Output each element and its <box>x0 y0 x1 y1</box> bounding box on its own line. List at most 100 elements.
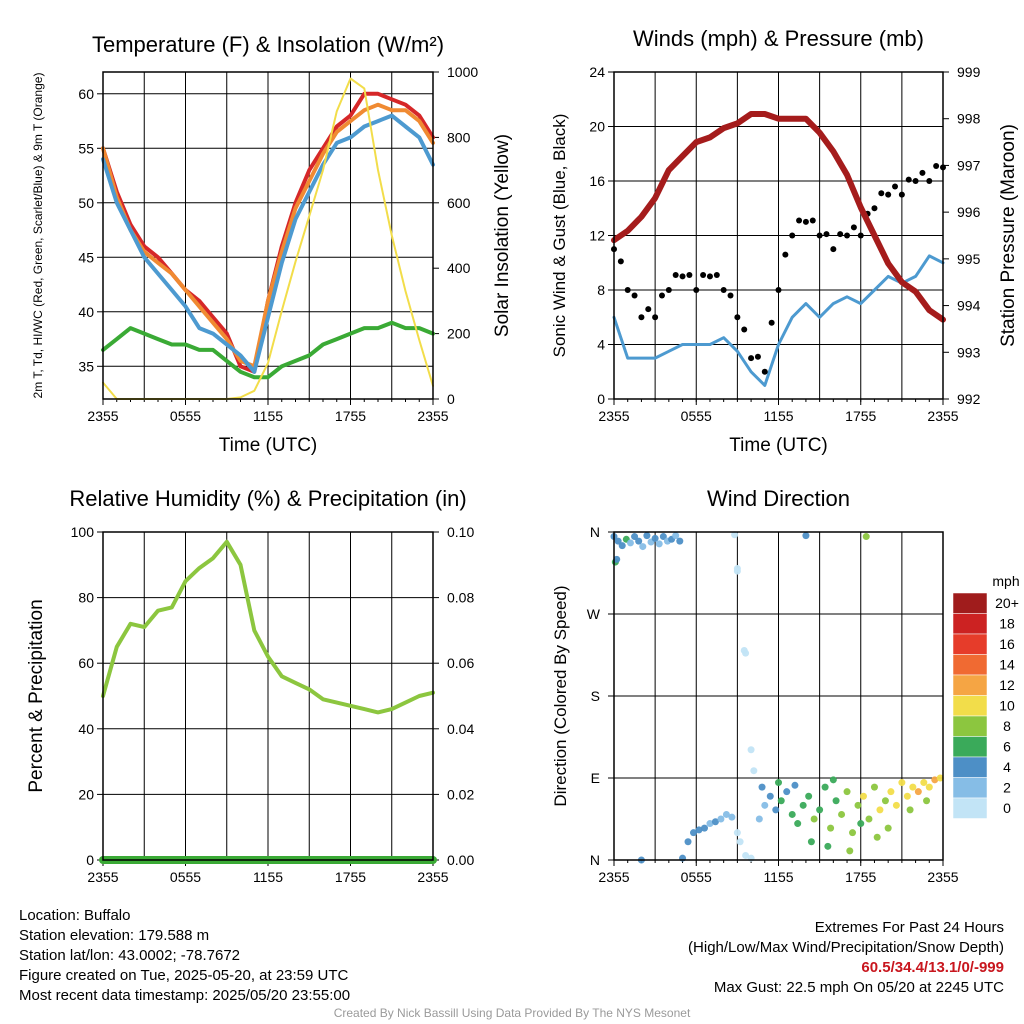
gust-point <box>837 231 844 238</box>
y-tick-label: N <box>590 852 600 868</box>
gust-point <box>665 287 672 293</box>
panel-4: 2355 0555 1155 1755 2355 Wind Direction N E S W N D… <box>551 486 1020 885</box>
y-tick-label: 24 <box>589 64 605 80</box>
x-tick-label: 1755 <box>845 869 876 885</box>
x-tick-label: 0555 <box>681 408 712 424</box>
legend-swatch <box>952 695 988 717</box>
gust-point <box>823 231 830 238</box>
y-tick-label: E <box>591 770 600 786</box>
direction-point <box>931 776 939 784</box>
x-tick-label: 1755 <box>845 408 876 424</box>
gust-point <box>885 191 892 198</box>
gust-point <box>706 273 713 280</box>
legend-label: 16 <box>999 636 1015 652</box>
direction-point <box>846 847 854 855</box>
legend-swatch <box>952 756 988 778</box>
gust-point <box>741 326 748 333</box>
direction-point <box>672 532 680 540</box>
gust-point <box>789 232 796 239</box>
y-tick-label: 60 <box>78 655 94 671</box>
gust-point <box>809 217 816 224</box>
legend-swatch <box>952 654 988 676</box>
gust-point <box>796 217 803 224</box>
y-tick-label: 40 <box>78 304 94 320</box>
direction-point <box>736 838 744 846</box>
chart-title: Relative Humidity (%) & Precipitation (i… <box>69 486 466 511</box>
y2-tick-label: 0.04 <box>447 721 474 737</box>
direction-point <box>742 649 750 657</box>
y2-tick-label: 998 <box>957 111 981 127</box>
x-tick-label: 1155 <box>253 869 283 885</box>
direction-point <box>810 815 818 823</box>
x-tick-label: 2355 <box>927 869 958 885</box>
x-tick-label: 0555 <box>170 408 201 424</box>
gust-point <box>638 314 645 321</box>
y2-tick-label: 999 <box>957 64 981 80</box>
gust-point <box>700 272 707 279</box>
x-tick-label: 2355 <box>927 408 958 424</box>
direction-point <box>758 783 766 791</box>
direction-point <box>643 532 651 540</box>
gust-point <box>905 176 912 183</box>
direction-point <box>920 779 928 787</box>
gust-point <box>761 368 768 375</box>
extremes-subheading: (High/Low/Max Wind/Precipitation/Snow De… <box>688 939 1004 956</box>
y2-tick-label: 200 <box>447 326 471 342</box>
y-tick-label: 100 <box>71 524 95 540</box>
legend-swatch <box>952 592 988 614</box>
legend-label: 10 <box>999 698 1015 714</box>
legend-label: 6 <box>1003 739 1011 755</box>
extremes-info: Extremes For Past 24 Hours (High/Low/Max… <box>688 918 1004 998</box>
direction-point <box>695 826 703 834</box>
gust-point <box>912 178 919 184</box>
panel-1: 2355 0555 1155 1755 2355 Time (UTC) Temperatur… <box>31 32 513 456</box>
gust-point <box>686 272 693 279</box>
direction-point <box>909 783 917 791</box>
y-tick-label: 45 <box>78 249 94 265</box>
y2-axis-label: Solar Insolation (Yellow) <box>492 134 513 337</box>
direction-point <box>742 851 750 859</box>
legend-swatch <box>952 613 988 635</box>
direction-point <box>676 537 684 545</box>
legend-label: 14 <box>999 657 1015 673</box>
chart-title: Temperature (F) & Insolation (W/m²) <box>92 32 444 57</box>
direction-point <box>838 810 846 818</box>
legend-label: 18 <box>999 616 1015 632</box>
gust-point <box>871 205 878 212</box>
x-tick-label: 2355 <box>598 869 629 885</box>
x-tick-label: 1155 <box>763 869 793 885</box>
legend-label: 12 <box>999 677 1015 693</box>
series-line-td <box>101 320 435 380</box>
gust-point <box>679 273 686 280</box>
series-line-hiwc <box>101 113 435 374</box>
direction-point <box>717 815 725 823</box>
legend-swatch <box>952 736 988 758</box>
x-tick-label: 0555 <box>170 869 201 885</box>
direction-point <box>614 537 622 545</box>
chart-title: Winds (mph) & Pressure (mb) <box>633 26 924 51</box>
direction-point <box>873 833 881 841</box>
direction-point <box>772 806 780 814</box>
y2-tick-label: 0.10 <box>447 524 474 540</box>
y-tick-label: 12 <box>589 228 605 244</box>
y-axis-label: Direction (Colored By Speed) <box>551 585 570 806</box>
direction-point <box>892 801 900 809</box>
gust-point <box>720 287 727 293</box>
direction-point <box>618 542 626 550</box>
direction-point <box>626 539 634 547</box>
gust-point <box>926 178 933 184</box>
gust-point <box>898 191 905 198</box>
y2-tick-label: 0.08 <box>447 590 474 606</box>
legend-label: 0 <box>1003 800 1011 816</box>
info-location: Location: Buffalo <box>19 907 131 924</box>
gust-point <box>713 272 720 279</box>
direction-point <box>925 783 933 791</box>
y-tick-label: 50 <box>78 195 94 211</box>
y-tick-label: 20 <box>589 119 605 135</box>
legend-label: 20+ <box>995 595 1019 611</box>
y2-tick-label: 995 <box>957 251 981 267</box>
x-axis-label: Time (UTC) <box>219 435 318 456</box>
direction-point <box>816 806 824 814</box>
legend-swatch <box>952 777 988 799</box>
